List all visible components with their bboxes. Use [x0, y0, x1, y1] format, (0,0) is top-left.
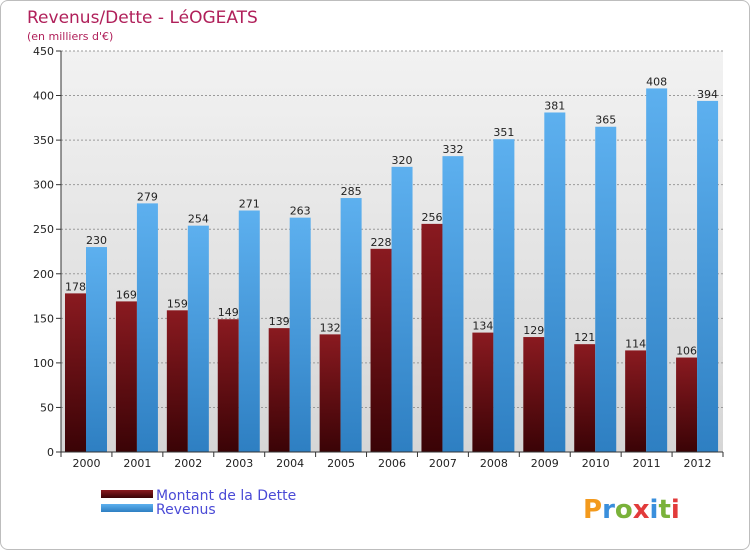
bar-revenus — [391, 166, 413, 452]
bar-dette — [472, 332, 494, 452]
bar-revenus — [136, 203, 158, 452]
bar-revenus — [646, 88, 668, 452]
data-labels: 178 230 169 279 159 254 149 271 139 263 132 285 228 3… — [65, 75, 718, 357]
bar-dette-label: 169 — [116, 288, 137, 301]
x-tick-label: 2002 — [174, 457, 202, 470]
bar-dette — [115, 301, 137, 452]
bar-revenus-label: 320 — [392, 154, 413, 167]
bar-revenus — [544, 112, 566, 452]
x-tick-label: 2012 — [684, 457, 712, 470]
bar-dette-label: 228 — [371, 236, 392, 249]
x-tick-label: 2007 — [429, 457, 457, 470]
legend: Montant de la Dette Revenus — [101, 488, 296, 518]
bar-dette-label: 132 — [320, 321, 341, 334]
bar-dette-label: 178 — [65, 280, 86, 293]
y-tick-label: 450 — [33, 45, 54, 58]
bar-revenus — [289, 217, 311, 452]
y-tick-label: 0 — [47, 446, 54, 459]
y-tick-label: 150 — [33, 312, 54, 325]
bar-dette — [574, 344, 596, 452]
bar-dette-label: 256 — [421, 211, 442, 224]
bar-revenus-label: 332 — [442, 143, 463, 156]
bar-revenus — [86, 247, 107, 452]
legend-label-dette: Montant de la Dette — [156, 488, 296, 504]
bar-dette-label: 159 — [167, 297, 188, 310]
bar-revenus — [238, 210, 260, 452]
legend-swatch-revenus — [101, 504, 153, 512]
x-tick-label: 2009 — [531, 457, 559, 470]
bar-dette — [65, 293, 86, 452]
bars — [65, 88, 719, 452]
bar-revenus-label: 351 — [493, 126, 514, 139]
bar-revenus-label: 279 — [137, 190, 158, 203]
bar-revenus-label: 408 — [646, 75, 667, 88]
bar-dette — [370, 248, 392, 452]
x-tick-label: 2004 — [276, 457, 304, 470]
x-tick-label: 2003 — [225, 457, 253, 470]
bar-dette — [319, 334, 341, 452]
bar-revenus — [442, 156, 464, 452]
bar-dette — [217, 319, 239, 452]
y-tick-label: 400 — [33, 90, 54, 103]
bar-dette-label: 134 — [472, 320, 493, 333]
x-tick-label: 2008 — [480, 457, 508, 470]
bar-dette-label: 129 — [523, 324, 544, 337]
y-tick-label: 100 — [33, 357, 54, 370]
bar-dette — [625, 350, 647, 452]
y-tick-label: 250 — [33, 223, 54, 236]
y-tick-label: 350 — [33, 134, 54, 147]
bar-dette — [523, 337, 545, 452]
legend-swatch-dette — [101, 490, 153, 498]
x-tick-label: 2000 — [72, 457, 100, 470]
x-tick-label: 2011 — [633, 457, 661, 470]
chart-subtitle: (en milliers d'€) — [27, 30, 113, 43]
bar-revenus — [187, 225, 209, 452]
proxiti-logo: Proxiti — [583, 495, 680, 525]
bar-dette-label: 121 — [574, 331, 595, 344]
y-tick-label: 50 — [40, 401, 54, 414]
bar-dette — [166, 310, 188, 452]
y-tick-label: 200 — [33, 268, 54, 281]
bar-dette — [268, 328, 290, 452]
bar-revenus — [697, 100, 719, 452]
bar-dette — [421, 223, 443, 452]
svg-text:Proxiti: Proxiti — [583, 495, 680, 525]
bar-revenus-label: 271 — [239, 198, 260, 211]
bar-dette-label: 139 — [269, 315, 290, 328]
x-tick-label: 2001 — [123, 457, 151, 470]
legend-label-revenus: Revenus — [156, 502, 216, 518]
bar-revenus-label: 285 — [341, 185, 362, 198]
x-tick-label: 2010 — [582, 457, 610, 470]
bar-revenus — [595, 126, 617, 452]
bar-revenus-label: 365 — [595, 114, 616, 127]
bar-dette-label: 114 — [625, 337, 646, 350]
y-tick-label: 300 — [33, 179, 54, 192]
bar-revenus-label: 230 — [86, 234, 107, 247]
bar-dette-label: 106 — [676, 345, 697, 358]
axes: 0 50 100 150 200 250 300 350 400 450 2000 2001 2002 2… — [33, 45, 724, 470]
x-tick-label: 2005 — [327, 457, 355, 470]
bar-revenus-label: 263 — [290, 205, 311, 218]
bar-revenus-label: 254 — [188, 213, 209, 226]
bar-revenus-label: 381 — [544, 99, 565, 112]
bar-revenus-label: 394 — [697, 88, 718, 101]
chart-title: Revenus/Dette - LéOGEATS — [27, 8, 258, 28]
bar-revenus — [493, 139, 515, 452]
bar-revenus — [340, 198, 362, 452]
bar-dette — [676, 357, 698, 452]
bar-dette-label: 149 — [218, 306, 239, 319]
x-tick-label: 2006 — [378, 457, 406, 470]
